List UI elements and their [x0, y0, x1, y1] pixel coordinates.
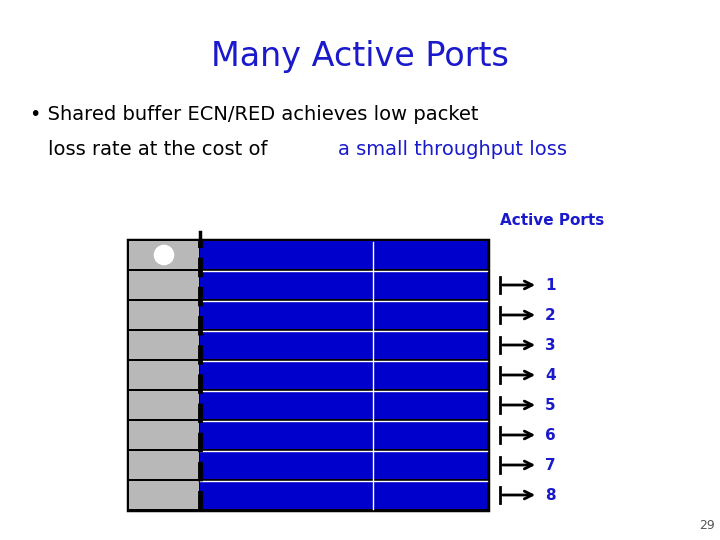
- Bar: [200, 361, 487, 389]
- Bar: [129, 421, 199, 449]
- Bar: [200, 330, 487, 359]
- Text: 5: 5: [545, 397, 556, 413]
- Text: 3: 3: [545, 338, 556, 353]
- Text: Many Active Ports: Many Active Ports: [211, 40, 509, 73]
- Bar: [128, 240, 488, 510]
- Bar: [129, 451, 199, 480]
- Bar: [200, 481, 487, 509]
- Text: 1: 1: [545, 278, 556, 293]
- Text: 29: 29: [699, 519, 715, 532]
- Text: • Shared buffer ECN/RED achieves low packet: • Shared buffer ECN/RED achieves low pac…: [30, 105, 479, 124]
- Text: 7: 7: [545, 457, 556, 472]
- Text: 4: 4: [545, 368, 556, 382]
- Text: 8: 8: [545, 488, 556, 503]
- Text: 6: 6: [545, 428, 556, 442]
- Bar: [200, 391, 487, 419]
- Text: 2: 2: [545, 307, 556, 322]
- Circle shape: [154, 245, 174, 265]
- Bar: [200, 241, 487, 269]
- Text: Active Ports: Active Ports: [500, 213, 604, 228]
- Bar: [200, 421, 487, 449]
- Bar: [200, 301, 487, 329]
- Bar: [200, 451, 487, 480]
- Bar: [200, 271, 487, 299]
- Text: loss rate at the cost of: loss rate at the cost of: [48, 140, 274, 159]
- Bar: [129, 330, 199, 359]
- Bar: [129, 301, 199, 329]
- Bar: [129, 361, 199, 389]
- Bar: [129, 241, 199, 269]
- Bar: [129, 391, 199, 419]
- Text: a small throughput loss: a small throughput loss: [338, 140, 567, 159]
- Bar: [129, 481, 199, 509]
- Bar: [129, 271, 199, 299]
